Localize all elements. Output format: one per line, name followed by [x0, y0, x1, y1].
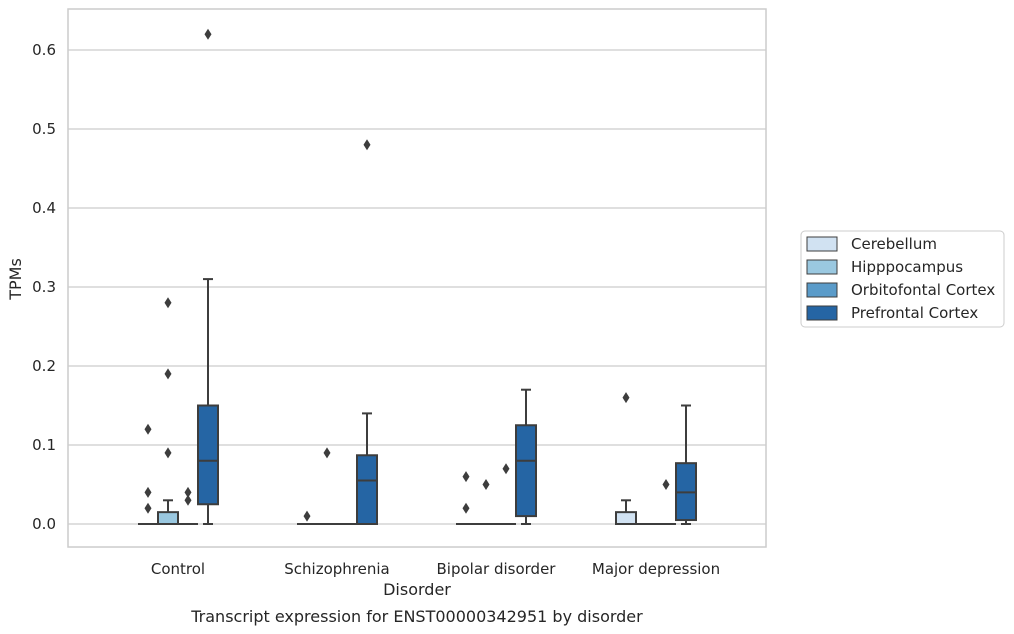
y-tick-label: 0.1 — [32, 436, 56, 454]
x-tick-label: Schizophrenia — [284, 560, 389, 578]
box-group — [157, 297, 179, 526]
outlier-point — [662, 479, 670, 490]
y-tick-label: 0.0 — [32, 515, 56, 533]
outlier-point — [323, 447, 331, 459]
box-group — [197, 28, 219, 525]
outlier-point — [462, 471, 470, 483]
legend-swatch — [806, 259, 838, 275]
box-group — [656, 479, 676, 525]
box-group — [297, 510, 317, 525]
outlier-point — [363, 139, 371, 151]
outlier-point — [164, 297, 172, 309]
x-tick-label: Control — [151, 560, 205, 578]
outlier-point — [144, 423, 152, 435]
box-group — [178, 486, 198, 525]
outlier-point — [164, 447, 172, 459]
box-group — [356, 139, 378, 525]
legend-label: Orbitofontal Cortex — [851, 281, 995, 299]
x-tick-label: Bipolar disorder — [437, 560, 557, 578]
box-group — [515, 388, 537, 525]
legend-swatch — [806, 305, 838, 321]
legend-swatch — [806, 282, 838, 298]
box-iqr — [157, 511, 179, 526]
outlier-point — [204, 28, 212, 40]
box-group — [317, 447, 337, 525]
outlier-point — [482, 479, 490, 490]
legend-label: Hipppocampus — [851, 258, 963, 276]
outlier-point — [303, 510, 311, 522]
box-iqr — [197, 404, 219, 506]
box-group — [496, 463, 516, 525]
y-tick-label: 0.6 — [32, 41, 56, 59]
x-tick-label: Major depression — [592, 560, 720, 578]
box-series-layer — [138, 28, 697, 526]
legend-label: Cerebellum — [851, 235, 937, 253]
legend-swatch — [806, 236, 838, 252]
y-tick-labels: 0.0 0.1 0.2 0.3 0.4 0.5 0.6 — [32, 41, 56, 533]
plot-area-frame — [67, 8, 767, 548]
outlier-point — [462, 502, 470, 514]
outlier-point — [144, 486, 152, 498]
outlier-point — [622, 392, 630, 404]
x-axis-title: Disorder — [383, 580, 451, 599]
box-iqr — [615, 511, 637, 526]
box-group — [138, 423, 158, 525]
box-group — [675, 404, 697, 525]
y-tick-label: 0.5 — [32, 120, 56, 138]
outlier-point — [184, 494, 192, 506]
box-iqr — [356, 454, 378, 525]
x-tick-labels: Control Schizophrenia Bipolar disorder Majo… — [151, 560, 720, 578]
grid-lines — [68, 49, 766, 525]
box-iqr — [515, 424, 537, 518]
legend-frame — [800, 230, 1005, 328]
box-group — [456, 471, 476, 525]
box-group — [476, 479, 496, 525]
chart-caption: Transcript expression for ENST0000034295… — [190, 607, 643, 626]
outlier-point — [164, 368, 172, 380]
y-tick-label: 0.3 — [32, 278, 56, 296]
outlier-point — [184, 486, 192, 498]
y-tick-label: 0.2 — [32, 357, 56, 375]
box-group — [615, 392, 637, 526]
y-tick-label: 0.4 — [32, 199, 56, 217]
y-axis-title: TPMs — [6, 258, 25, 301]
legend-label: Prefrontal Cortex — [851, 304, 978, 322]
legend: Cerebellum Hipppocampus Orbitofontal Corte… — [800, 230, 1005, 328]
outlier-point — [144, 502, 152, 514]
outlier-point — [502, 463, 510, 475]
